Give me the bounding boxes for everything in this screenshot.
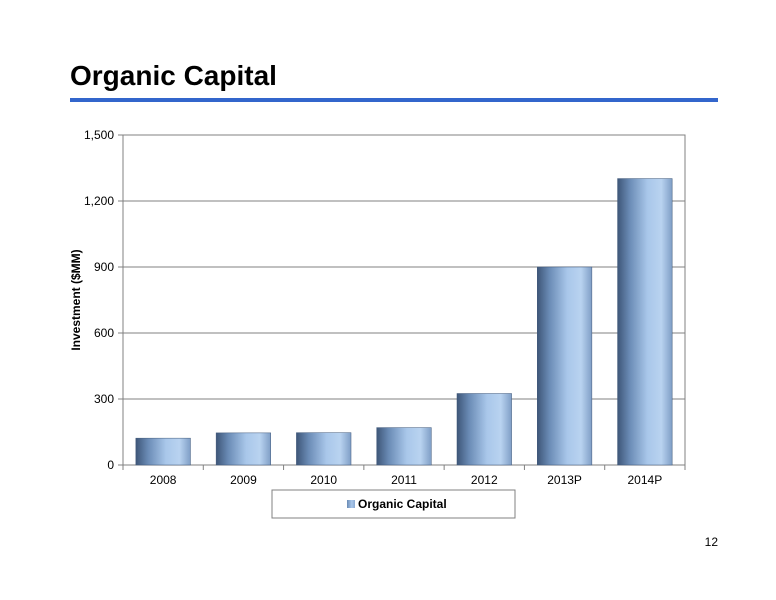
bar-2011 [376,427,432,466]
bar-2013P [537,266,593,466]
page-number: 12 [704,535,718,549]
y-axis-label: Investment ($MM) [69,249,83,350]
legend-box [271,489,516,519]
y-tick-label: 1,200 [84,194,114,208]
y-tick-label: 1,500 [84,128,114,142]
page-title: Organic Capital [70,60,277,91]
bar-2008 [135,437,191,466]
y-tick-label: 900 [94,260,114,274]
plot-area [122,134,686,466]
legend-swatch [347,500,355,508]
bars [135,178,673,466]
x-tick-label: 2014P [628,473,663,487]
x-tick-label: 2012 [471,473,498,487]
bar-2009 [215,432,271,466]
bar-2010 [296,432,352,466]
y-tick-label: 300 [94,392,114,406]
x-tick-label: 2013P [547,473,582,487]
y-tick-label: 0 [107,458,114,472]
x-tick-label: 2008 [150,473,177,487]
x-tick-label: 2009 [230,473,257,487]
legend: Organic Capital [271,489,516,519]
x-tick-label: 2011 [391,473,417,487]
y-axis-ticks: 0 300 600 900 1,200 1,500 [84,128,123,472]
bar-2014P [617,178,673,466]
bar-2012 [456,393,512,466]
x-axis-ticks: 2008 2009 2010 2011 2012 2013P 2014P [122,465,686,487]
x-tick-label: 2010 [310,473,337,487]
legend-label: Organic Capital [358,497,447,511]
y-tick-label: 600 [94,326,114,340]
title-underline [70,98,718,102]
